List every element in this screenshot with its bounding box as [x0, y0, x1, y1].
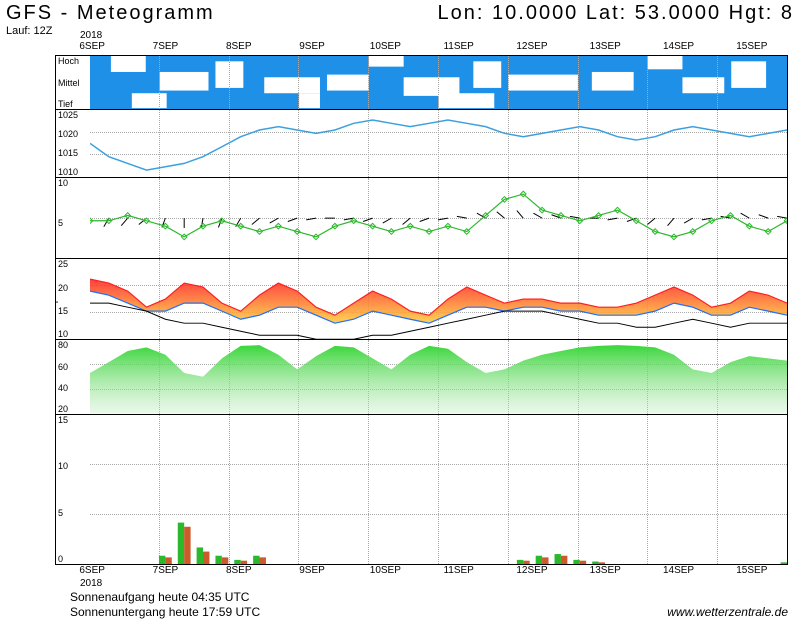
- timeline-bottom: 6SEP7SEP8SEP9SEP10SEP11SEP12SEP13SEP14SE…: [55, 565, 788, 579]
- panels: Wolken (%)HochMittelTiefBodendruck(hPa)1…: [55, 55, 788, 565]
- panel: T-Min. MaxTaupunkt(C)25201510: [56, 259, 787, 340]
- credit: www.wetterzentrale.de: [667, 605, 788, 619]
- title-right: Lon: 10.0000 Lat: 53.0000 Hgt: 8: [438, 2, 794, 25]
- meteogram-container: GFS - Meteogramm Lon: 10.0000 Lat: 53.00…: [0, 0, 800, 625]
- sunrise-text: Sonnenaufgang heute 04:35 UTC: [70, 590, 260, 604]
- year-top: 2018: [80, 30, 102, 41]
- sunset-text: Sonnenuntergang heute 17:59 UTC: [70, 605, 260, 619]
- panel: 2m RF (%)80604020: [56, 340, 787, 415]
- header: GFS - Meteogramm Lon: 10.0000 Lat: 53.00…: [0, 0, 800, 25]
- panel: Wolken (%)HochMittelTief: [56, 56, 787, 110]
- title-left: GFS - Meteogramm: [6, 2, 215, 25]
- footer: Sonnenaufgang heute 04:35 UTC Sonnenunte…: [70, 590, 260, 619]
- panel: Wind Geschwi.Windfahnen(kt)105: [56, 178, 787, 259]
- year-bottom: 2018: [80, 578, 102, 589]
- panel: Niederschlag(mm)151050: [56, 415, 787, 564]
- run-label: Lauf: 12Z: [0, 25, 800, 39]
- timeline-top: 6SEP7SEP8SEP9SEP10SEP11SEP12SEP13SEP14SE…: [55, 41, 788, 55]
- panel: Bodendruck(hPa)1025102010151010: [56, 110, 787, 178]
